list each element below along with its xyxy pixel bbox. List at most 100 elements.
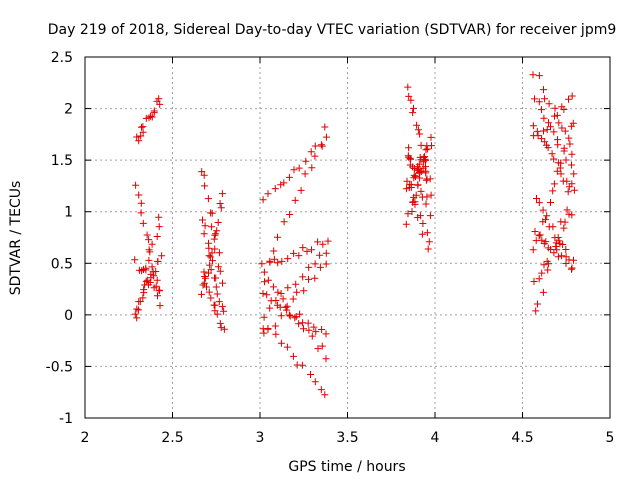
data-point [311, 274, 319, 282]
data-point [311, 378, 319, 386]
x-tick-label: 3 [256, 430, 265, 446]
data-point [529, 246, 537, 254]
data-point [266, 257, 274, 265]
data-point [300, 325, 307, 333]
data-point [541, 95, 549, 103]
data-point [412, 173, 419, 181]
data-point [208, 249, 216, 257]
data-point [539, 288, 547, 296]
data-point [540, 86, 547, 94]
data-point [150, 107, 158, 115]
data-point [207, 266, 215, 274]
data-point [428, 142, 435, 150]
data-point [558, 124, 566, 132]
data-point [145, 236, 153, 244]
data-point [561, 218, 569, 226]
data-point [531, 95, 538, 103]
data-point [200, 279, 208, 287]
data-point [408, 208, 416, 215]
data-point [549, 223, 557, 231]
data-point [554, 253, 562, 261]
data-point [427, 133, 435, 141]
data-point [147, 112, 155, 120]
data-point [148, 113, 156, 121]
data-point [286, 312, 294, 320]
data-point [553, 111, 561, 119]
data-point [269, 283, 277, 291]
data-point [305, 275, 312, 283]
data-point [549, 187, 557, 195]
data-point [570, 170, 578, 178]
data-point [280, 179, 288, 187]
data-point [533, 127, 541, 135]
data-point [277, 312, 285, 320]
data-point [260, 313, 268, 321]
data-point [547, 123, 554, 131]
data-point [305, 326, 313, 334]
y-axis: -1 -0.5 0 0.5 1 1.5 2 2.5 [46, 50, 610, 427]
data-point [416, 130, 424, 138]
data-point [135, 191, 143, 199]
data-point [148, 263, 156, 271]
data-point [299, 244, 307, 252]
data-point [146, 248, 154, 256]
data-point [285, 311, 293, 319]
data-point [148, 240, 156, 248]
data-point [322, 330, 330, 338]
data-point [414, 126, 422, 134]
data-point [156, 302, 164, 310]
data-point [207, 294, 215, 302]
data-point [303, 247, 311, 255]
data-point [558, 252, 566, 260]
data-point [322, 133, 330, 141]
data-point [314, 345, 322, 353]
data-point [564, 188, 572, 196]
data-point [410, 165, 418, 172]
data-point [259, 290, 267, 297]
data-point [413, 121, 421, 129]
data-point [307, 148, 315, 156]
data-point [405, 92, 413, 100]
data-point [402, 220, 410, 228]
data-point [277, 181, 285, 189]
data-point [214, 263, 222, 271]
data-point [529, 71, 537, 79]
data-point [280, 218, 288, 226]
y-tick-label: 1.5 [51, 153, 73, 169]
data-point [538, 106, 545, 114]
y-tick-label: -1 [59, 411, 73, 427]
data-point [213, 310, 221, 318]
data-point [258, 260, 266, 268]
data-point [259, 196, 267, 204]
data-point [418, 230, 426, 238]
data-point [404, 210, 412, 218]
data-point [312, 328, 320, 336]
data-point [291, 196, 299, 204]
data-point [132, 181, 140, 189]
data-point [295, 164, 303, 172]
data-point [536, 231, 544, 239]
data-point [283, 302, 291, 310]
data-point [282, 303, 290, 311]
data-point [156, 286, 164, 294]
data-point [213, 290, 221, 298]
data-point [550, 128, 558, 136]
data-point [404, 83, 412, 91]
data-point [135, 137, 143, 145]
data-point [137, 199, 145, 207]
x-axis: 2 2.5 3 3.5 4 4.5 5 [81, 57, 614, 446]
y-tick-label: 2.5 [51, 50, 73, 66]
data-point [198, 290, 205, 298]
data-point [539, 206, 547, 214]
data-point [220, 325, 228, 333]
data-point [155, 95, 163, 103]
data-point [422, 167, 430, 175]
data-point [554, 141, 562, 149]
data-point [311, 260, 319, 268]
data-point [279, 295, 287, 303]
data-point [133, 305, 141, 313]
data-point [535, 98, 543, 106]
x-tick-label: 4.5 [511, 430, 533, 446]
x-tick-label: 3.5 [336, 430, 358, 446]
y-tick-label: 1 [64, 205, 73, 221]
